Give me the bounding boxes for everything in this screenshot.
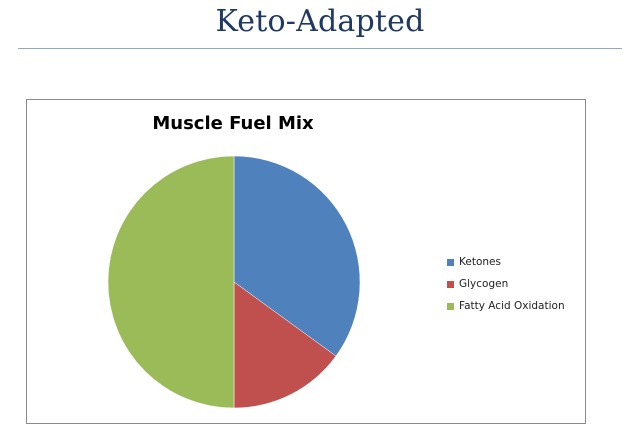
title-divider (18, 48, 622, 49)
legend-swatch (447, 302, 454, 310)
chart-title: Muscle Fuel Mix (152, 113, 314, 134)
legend-swatch (447, 280, 454, 288)
legend-swatch (447, 258, 454, 266)
legend-label: Glycogen (459, 278, 509, 290)
pie-slice-glycogen (233, 281, 337, 409)
pie-slice-ketones (233, 155, 361, 357)
pie-slice-fatty-acid-oxidation (107, 155, 235, 409)
pie-chart (107, 155, 361, 409)
legend-label: Fatty Acid Oxidation (459, 300, 565, 312)
slide-title: Keto-Adapted (215, 4, 425, 39)
legend-item-ketones: Ketones (447, 251, 565, 273)
chart-frame: Muscle Fuel Mix Ketones Glycogen Fatty Aci… (26, 99, 586, 424)
legend-label: Ketones (459, 256, 501, 268)
legend-item-glycogen: Glycogen (447, 273, 565, 295)
legend-item-fatty-acid-oxidation: Fatty Acid Oxidation (447, 295, 565, 317)
chart-legend: Ketones Glycogen Fatty Acid Oxidation (447, 251, 565, 317)
